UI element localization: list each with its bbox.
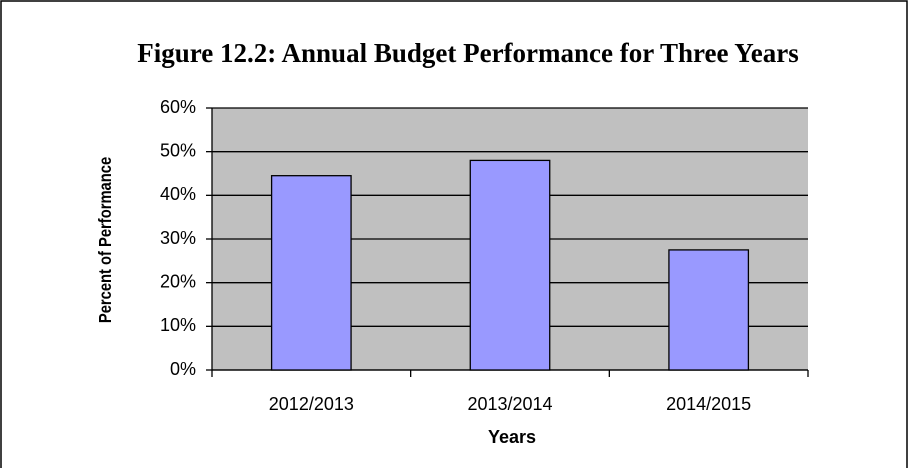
y-tick-label: 20% xyxy=(160,271,196,291)
y-tick-label: 50% xyxy=(160,140,196,160)
y-tick-label: 0% xyxy=(170,359,196,379)
x-axis-title: Years xyxy=(488,427,536,447)
y-tick-label: 40% xyxy=(160,184,196,204)
bar xyxy=(469,159,551,371)
y-tick-label: 10% xyxy=(160,315,196,335)
x-tick-label: 2012/2013 xyxy=(269,394,354,414)
chart-title: Figure 12.2: Annual Budget Performance f… xyxy=(137,38,798,68)
bar xyxy=(270,175,352,371)
y-tick-label: 30% xyxy=(160,228,196,248)
x-tick-label: 2013/2014 xyxy=(467,394,552,414)
bar xyxy=(668,249,750,371)
y-axis-title: Percent of Performance xyxy=(95,157,115,323)
y-tick-label: 60% xyxy=(160,97,196,117)
x-tick-label: 2014/2015 xyxy=(666,394,751,414)
